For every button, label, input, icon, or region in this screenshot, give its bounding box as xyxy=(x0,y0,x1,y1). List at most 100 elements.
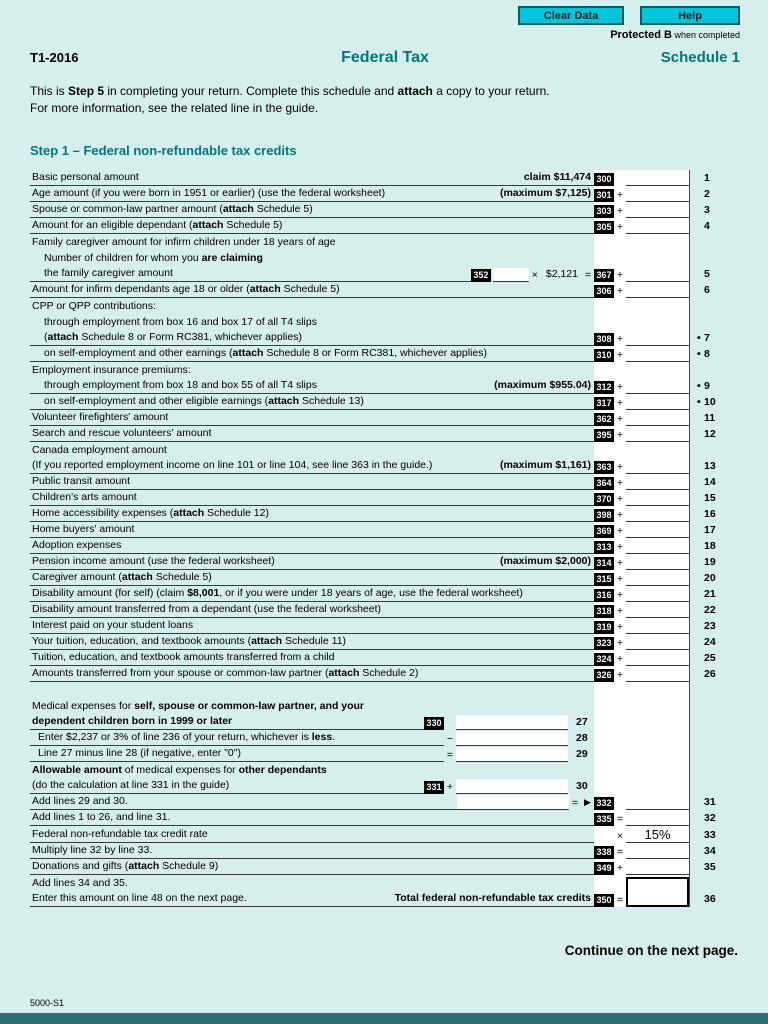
line-number-12: 12 xyxy=(704,427,716,440)
row-18-label: Adoption expenses xyxy=(30,538,594,554)
row-33-label: Federal non-refundable tax credit rate xyxy=(30,826,594,843)
amount-zone: 312 + xyxy=(594,361,690,394)
toolbar-buttons: Clear Data Help xyxy=(518,6,740,25)
amount-field-370[interactable] xyxy=(626,491,689,506)
line-number-17: 17 xyxy=(704,523,716,536)
field-code-318: 318 xyxy=(594,604,614,618)
amount-field-338[interactable] xyxy=(626,844,689,859)
field-code-349: 349 xyxy=(594,861,614,875)
row-29-label: Line 27 minus line 28 (if negative, ente… xyxy=(30,746,444,762)
amount-field-316[interactable] xyxy=(626,587,689,602)
amount-field-313[interactable] xyxy=(626,539,689,554)
line-number-23: 23 xyxy=(704,619,716,632)
footer-bar xyxy=(0,1013,768,1024)
row-10-label: on self-employment and other eligible ea… xyxy=(30,394,594,410)
row-9-heading: Employment insurance premiums: xyxy=(32,363,191,376)
amount-field-330[interactable] xyxy=(456,714,568,730)
row-15-label: Children's arts amount xyxy=(30,490,594,506)
operator: + xyxy=(616,380,624,393)
row-5-left: Family caregiver amount for infirm child… xyxy=(30,234,594,282)
operator: + xyxy=(616,524,624,537)
operator: + xyxy=(616,572,624,585)
amount-field-362[interactable] xyxy=(626,411,689,426)
amount-field-363[interactable] xyxy=(626,459,689,474)
form-row-2: Age amount (if you were born in 1951 or … xyxy=(30,185,740,202)
operator: + xyxy=(616,428,624,441)
amount-field-310[interactable] xyxy=(626,347,689,362)
line-number-34: 34 xyxy=(704,844,716,857)
field-code-352: 352 xyxy=(470,268,491,282)
amount-field-323[interactable] xyxy=(626,635,689,650)
field-code-301: 301 xyxy=(594,188,614,202)
amount-field-332[interactable] xyxy=(626,795,689,810)
amount-field-line-29[interactable] xyxy=(456,746,568,762)
amount-field-364[interactable] xyxy=(626,475,689,490)
amount-field-326[interactable] xyxy=(626,667,689,682)
row-11-label: Volunteer firefighters' amount xyxy=(30,410,594,426)
row-2-label: Age amount (if you were born in 1951 or … xyxy=(30,186,594,202)
total-credits-field[interactable] xyxy=(626,876,689,907)
amount-field-367[interactable] xyxy=(626,267,689,282)
row-8-label: on self-employment and other earnings (a… xyxy=(30,346,594,362)
amount-field-312[interactable] xyxy=(626,379,689,394)
amount-field-line-31[interactable] xyxy=(457,794,569,810)
amount-field-349[interactable] xyxy=(626,860,689,875)
form-row-5: Family caregiver amount for infirm child… xyxy=(30,233,740,282)
amount-field-331[interactable] xyxy=(456,778,568,794)
help-button[interactable]: Help xyxy=(640,6,740,25)
amount-field-line-28[interactable] xyxy=(456,730,568,746)
row-36-left: Add lines 34 and 35. Enter this amount o… xyxy=(30,875,594,907)
amount-zone: 350 = xyxy=(594,874,690,907)
field-code-300: 300 xyxy=(594,172,614,186)
children-count-field-352[interactable] xyxy=(492,267,529,282)
unit-amount: $2,121 xyxy=(545,267,578,280)
row-7-heading: CPP or QPP contributions: xyxy=(32,299,156,312)
amount-zone: × 15% xyxy=(594,825,690,843)
amount-field-395[interactable] xyxy=(626,427,689,442)
amount-field-301[interactable] xyxy=(626,187,689,202)
tax-rate-value: 15% xyxy=(626,826,689,843)
operator: = xyxy=(616,845,624,858)
amount-field-324[interactable] xyxy=(626,651,689,666)
amount-zone: 319 + xyxy=(594,617,690,634)
amount-zone: 317 + xyxy=(594,393,690,410)
amount-zone: 313 + xyxy=(594,537,690,554)
line-number-4: 4 xyxy=(704,219,710,232)
amount-field-398[interactable] xyxy=(626,507,689,522)
line-number-20: 20 xyxy=(704,571,716,584)
line-number-6: 6 xyxy=(704,283,710,296)
amount-field-314[interactable] xyxy=(626,555,689,570)
amount-field-318[interactable] xyxy=(626,603,689,618)
amount-field-369[interactable] xyxy=(626,523,689,538)
amount-zone: 338 = xyxy=(594,842,690,859)
clear-data-button[interactable]: Clear Data xyxy=(518,6,624,25)
field-code-350: 350 xyxy=(594,893,614,907)
amount-field-305[interactable] xyxy=(626,219,689,234)
operator: + xyxy=(616,620,624,633)
amount-field-306[interactable] xyxy=(626,283,689,298)
form-row-3: Spouse or common-law partner amount (att… xyxy=(30,201,740,218)
amount-field-335[interactable] xyxy=(626,811,689,826)
amount-zone: 362 + xyxy=(594,409,690,426)
protected-b-rest: when completed xyxy=(674,30,740,40)
amount-zone: 324 + xyxy=(594,649,690,666)
amount-zone: 315 + xyxy=(594,569,690,586)
amount-zone: 306 + xyxy=(594,281,690,298)
field-code-369: 369 xyxy=(594,524,614,538)
operator: + xyxy=(616,668,624,681)
row-30-label: (do the calculation at line 331 in the g… xyxy=(30,778,424,794)
line-number-11: 11 xyxy=(704,411,716,424)
amount-field-315[interactable] xyxy=(626,571,689,586)
amount-field-303[interactable] xyxy=(626,203,689,218)
amount-field-319[interactable] xyxy=(626,619,689,634)
row-30-heading: Allowable amount of medical expenses for… xyxy=(32,763,327,776)
amount-field-317[interactable] xyxy=(626,395,689,410)
amount-field-300[interactable] xyxy=(626,171,689,186)
form-row-13: Canada employment amount (If you reporte… xyxy=(30,441,740,474)
amount-zone: 395 + xyxy=(594,425,690,442)
row-13-label: (If you reported employment income on li… xyxy=(30,458,594,474)
amount-field-308[interactable] xyxy=(626,331,689,346)
row-1-label: Basic personal amount claim $11,474 xyxy=(30,170,594,186)
form-row-25: Tuition, education, and textbook amounts… xyxy=(30,649,740,666)
bullet-marker: • xyxy=(697,347,701,360)
